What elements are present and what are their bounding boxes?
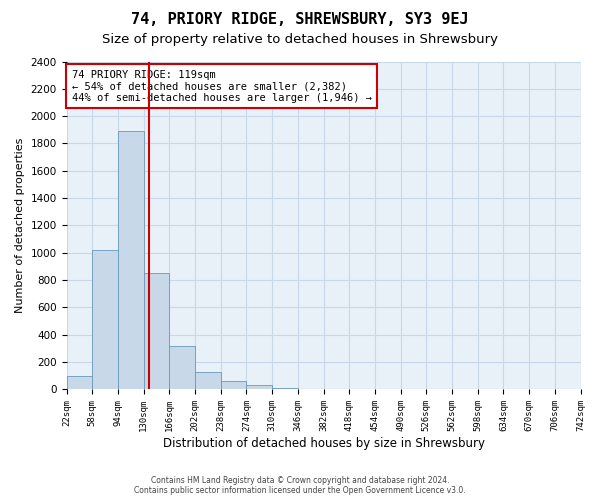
Y-axis label: Number of detached properties: Number of detached properties: [15, 138, 25, 313]
Text: 74 PRIORY RIDGE: 119sqm
← 54% of detached houses are smaller (2,382)
44% of semi: 74 PRIORY RIDGE: 119sqm ← 54% of detache…: [71, 70, 371, 103]
Bar: [169, 346, 195, 390]
Bar: [118, 131, 143, 390]
Bar: [195, 372, 221, 390]
Bar: [221, 382, 247, 390]
Text: Contains HM Land Registry data © Crown copyright and database right 2024.
Contai: Contains HM Land Registry data © Crown c…: [134, 476, 466, 495]
Bar: [143, 274, 169, 390]
Text: 74, PRIORY RIDGE, SHREWSBURY, SY3 9EJ: 74, PRIORY RIDGE, SHREWSBURY, SY3 9EJ: [131, 12, 469, 28]
Bar: [247, 386, 272, 390]
Bar: [272, 388, 298, 390]
Bar: [67, 376, 92, 390]
Text: Size of property relative to detached houses in Shrewsbury: Size of property relative to detached ho…: [102, 32, 498, 46]
Bar: [92, 250, 118, 390]
X-axis label: Distribution of detached houses by size in Shrewsbury: Distribution of detached houses by size …: [163, 437, 485, 450]
